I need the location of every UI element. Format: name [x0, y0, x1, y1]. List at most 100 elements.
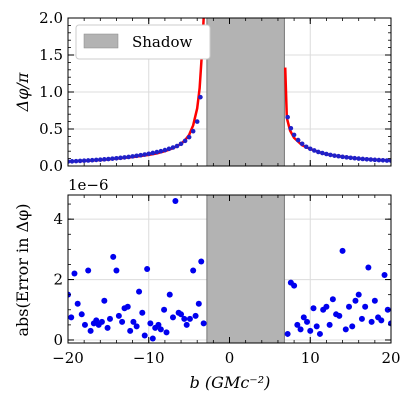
top-point-2-44	[320, 150, 325, 156]
bottom-series-layer	[68, 198, 391, 342]
bottom-point-0-40	[181, 315, 188, 322]
bottom-point-0-79	[384, 306, 391, 313]
bottom-panel: 0 2 4 −20 −10 0 10 20 1e−6 abs(Error in Δφ) b (…	[13, 176, 401, 392]
top-point-2-13	[118, 155, 123, 161]
bottom-point-0-53	[300, 314, 307, 321]
bottom-point-0-66	[342, 326, 349, 333]
bottom-point-0-47	[200, 320, 207, 327]
bottom-point-0-64	[336, 312, 343, 319]
bottom-point-0-44	[192, 312, 199, 319]
top-point-2-1	[69, 159, 75, 164]
top-point-2-30	[186, 134, 192, 140]
bottom-xtick-label-0: −20	[52, 349, 84, 367]
bottom-point-0-24	[136, 288, 143, 295]
bottom-point-0-26	[141, 332, 148, 339]
top-ytick-label-1: 0.5	[39, 120, 63, 138]
top-ylabel: Δφ/π	[13, 72, 32, 112]
bottom-point-0-67	[346, 303, 353, 310]
top-point-2-5	[85, 158, 91, 163]
top-point-2-4	[81, 158, 87, 163]
top-point-2-36	[288, 125, 294, 131]
bottom-point-0-20	[124, 303, 131, 310]
top-point-2-25	[166, 146, 172, 152]
bottom-point-0-32	[157, 326, 164, 333]
top-point-2-45	[324, 151, 329, 157]
bottom-point-0-65	[339, 247, 346, 254]
top-point-2-23	[158, 148, 164, 154]
bottom-point-0-48	[284, 330, 291, 337]
top-point-2-56	[368, 157, 374, 162]
top-point-2-41	[307, 146, 313, 152]
top-point-2-38	[295, 137, 301, 143]
bottom-point-0-50	[291, 282, 298, 289]
top-point-2-33	[198, 94, 203, 100]
bottom-point-0-36	[169, 314, 176, 321]
bottom-point-0-34	[163, 329, 170, 336]
bottom-point-0-69	[352, 297, 359, 304]
bottom-point-0-12	[101, 297, 108, 304]
bottom-xtick-label-2: 0	[225, 349, 235, 367]
top-point-2-42	[311, 148, 317, 153]
bottom-point-0-22	[130, 318, 137, 325]
bottom-offset-label: 1e−6	[68, 176, 109, 194]
bottom-point-0-56	[310, 305, 317, 312]
top-point-2-18	[138, 152, 143, 158]
top-point-2-46	[328, 152, 333, 158]
bottom-point-0-71	[358, 315, 365, 322]
bottom-point-0-5	[81, 321, 88, 328]
top-ticks: 0.0 0.5 1.0 1.5 2.0	[39, 9, 392, 175]
bottom-point-0-62	[329, 296, 336, 303]
top-series-line-1	[283, 67, 391, 162]
bottom-point-0-61	[326, 321, 333, 328]
bottom-point-0-41	[183, 321, 190, 328]
bottom-point-0-74	[368, 318, 375, 325]
bottom-point-0-72	[362, 303, 369, 310]
top-point-2-54	[360, 156, 366, 162]
top-point-2-35	[285, 114, 290, 120]
top-point-2-7	[93, 157, 99, 163]
bottom-point-0-11	[98, 318, 105, 325]
top-legend: Shadow	[75, 24, 211, 60]
top-point-2-39	[299, 141, 305, 147]
bottom-point-0-25	[139, 309, 146, 316]
legend-box	[75, 24, 211, 60]
bottom-point-0-1	[68, 314, 75, 321]
top-point-2-61	[388, 158, 391, 163]
bottom-point-0-15	[110, 253, 117, 260]
bottom-shadow-region	[206, 195, 285, 343]
top-point-2-21	[150, 150, 156, 156]
bottom-xtick-label-1: −10	[133, 349, 165, 367]
top-point-2-15	[126, 154, 131, 160]
top-point-2-8	[98, 157, 103, 162]
bottom-point-0-7	[87, 327, 94, 334]
legend-swatch-shadow	[83, 33, 119, 49]
bottom-point-0-28	[147, 320, 154, 327]
bottom-point-0-51	[294, 321, 301, 328]
top-shadow-region	[206, 18, 285, 166]
bottom-point-0-45	[195, 300, 202, 307]
top-point-2-32	[194, 119, 200, 124]
top-panel: 0.0 0.5 1.0 1.5 2.0 Shadow Δφ/π	[13, 9, 392, 175]
bottom-point-0-57	[313, 323, 320, 330]
bottom-point-0-78	[381, 272, 388, 279]
bottom-ytick-label-1: 2	[53, 271, 63, 289]
top-point-2-52	[352, 155, 357, 161]
top-point-2-2	[73, 158, 79, 164]
bottom-point-0-27	[144, 266, 151, 272]
top-point-2-12	[114, 156, 119, 161]
bottom-point-0-43	[190, 267, 197, 274]
top-point-2-16	[130, 154, 135, 159]
top-point-2-20	[146, 151, 152, 157]
top-point-2-26	[170, 145, 176, 150]
bottom-point-0-33	[161, 306, 168, 313]
bottom-point-0-39	[178, 311, 185, 318]
bottom-point-0-60	[323, 303, 330, 310]
legend-label-shadow: Shadow	[132, 33, 193, 51]
bottom-shadow-layer	[206, 195, 285, 343]
top-point-2-48	[336, 153, 341, 159]
top-point-2-59	[380, 158, 386, 163]
top-point-2-14	[122, 155, 127, 160]
bottom-point-0-55	[307, 327, 314, 334]
bottom-point-0-77	[378, 317, 385, 324]
